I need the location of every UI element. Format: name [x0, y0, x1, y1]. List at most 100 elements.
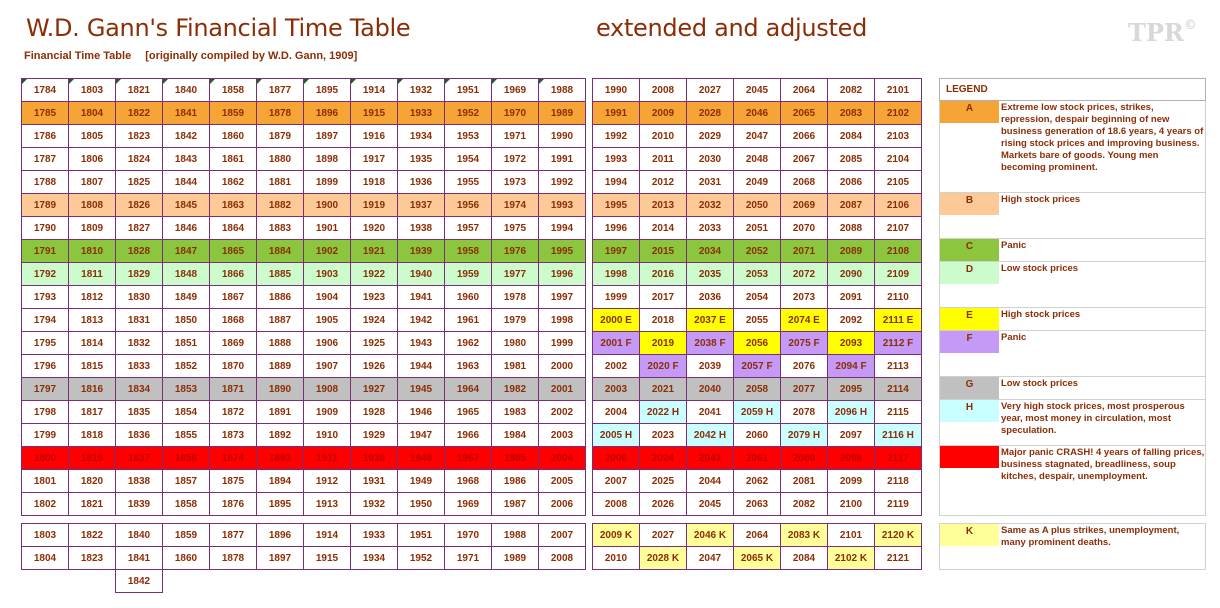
year-cell: 2007: [538, 523, 586, 547]
year-cell: 1992: [592, 124, 640, 148]
year-cell: 1933: [397, 101, 445, 125]
year-cell: 1914: [303, 523, 351, 547]
year-cell: 2036: [686, 285, 734, 309]
year-cell: 1945: [397, 377, 445, 401]
legend-key-crash: [940, 446, 999, 468]
year-cell: 2101: [874, 78, 922, 102]
year-cell: 2026: [639, 492, 687, 516]
legend-text-e: High stock prices: [1001, 309, 1081, 320]
year-cell: 1994: [538, 216, 586, 240]
table-row: 1784 1803 1821 1840 1858 1877 1895 1914 1932 1951…: [21, 78, 586, 102]
year-cell: 1828: [115, 239, 163, 263]
year-cell: 2034: [686, 239, 734, 263]
year-cell: 1943: [397, 331, 445, 355]
year-cell: 1936: [397, 170, 445, 194]
year-cell: 1805: [68, 124, 116, 148]
year-cell: 2012: [639, 170, 687, 194]
year-cell: 1818: [68, 423, 116, 447]
empty-cell: [351, 570, 398, 593]
year-cell: 1970: [444, 523, 492, 547]
table-row: 1792 1811 1829 1848 1866 1885 1903 1922 1940 1959…: [21, 262, 586, 286]
year-cell: 2083 K: [780, 523, 828, 547]
year-cell: 1879: [256, 124, 304, 148]
year-cell: 1993: [538, 193, 586, 217]
year-cell: 1969: [491, 78, 539, 102]
year-cell: 1997: [538, 285, 586, 309]
year-cell: 1926: [350, 354, 398, 378]
year-cell: 1930: [350, 446, 398, 470]
year-cell: 2002: [538, 400, 586, 424]
year-cell: 2079 H: [780, 423, 828, 447]
legend-key-d: D: [940, 262, 999, 284]
year-cell: 2061: [733, 446, 781, 470]
year-cell: 1988: [491, 523, 539, 547]
year-cell: 1946: [397, 400, 445, 424]
year-cell: 1816: [68, 377, 116, 401]
year-cell: 1899: [303, 170, 351, 194]
year-cell: 2009 K: [592, 523, 640, 547]
legend-item-crash: Major panic CRASH! 4 years of falling pr…: [939, 446, 1206, 516]
year-cell: 2104: [874, 147, 922, 171]
year-cell: 1791: [21, 239, 69, 263]
year-cell: 1997: [592, 239, 640, 263]
table-row: 2002 2020 F 2039 2057 F 2076 2094 F 2113: [592, 354, 922, 378]
legend-key-b: B: [940, 193, 999, 215]
year-cell: 1961: [444, 308, 492, 332]
year-cell: 1971: [491, 124, 539, 148]
year-cell: 1891: [256, 400, 304, 424]
year-cell: 1986: [491, 469, 539, 493]
year-cell: 2114: [874, 377, 922, 401]
year-cell: 1821: [115, 78, 163, 102]
legend-item-b: B High stock prices: [939, 193, 1206, 239]
year-cell: 2033: [686, 216, 734, 240]
year-cell: 1822: [68, 523, 116, 547]
legend-item-a: A Extreme low stock prices, strikes, rep…: [939, 101, 1206, 193]
year-cell: 2111 E: [874, 308, 922, 332]
right-bottom-table: 2009 K 2027 2046 K 2064 2083 K 2101 2120 K 2010…: [592, 523, 922, 570]
year-cell: 1795: [21, 331, 69, 355]
empty-cell: [398, 570, 445, 593]
year-cell: 1819: [68, 446, 116, 470]
year-cell: 1954: [444, 147, 492, 171]
table-row: 1994 2012 2031 2049 2068 2086 2105: [592, 170, 922, 194]
year-cell: 1896: [303, 101, 351, 125]
year-cell: 1787: [21, 147, 69, 171]
page-subtitle: extended and adjusted: [596, 14, 868, 42]
year-cell: 2024: [639, 446, 687, 470]
year-cell: 2003: [592, 377, 640, 401]
legend-key-e: E: [940, 308, 999, 330]
year-cell: 1858: [209, 78, 257, 102]
year-cell: 2031: [686, 170, 734, 194]
table-row: 1796 1815 1833 1852 1870 1889 1907 1926 1944 1963…: [21, 354, 586, 378]
year-cell: 2029: [686, 124, 734, 148]
year-cell: 1892: [256, 423, 304, 447]
year-cell: 2037 E: [686, 308, 734, 332]
year-cell: 2086: [827, 170, 875, 194]
year-cell: 1911: [303, 446, 351, 470]
year-cell: 1865: [209, 239, 257, 263]
year-cell: 1797: [21, 377, 69, 401]
year-cell: 1951: [444, 78, 492, 102]
year-cell: 1869: [209, 331, 257, 355]
year-cell: 2080: [780, 446, 828, 470]
year-cell: 1959: [444, 262, 492, 286]
page-title: W.D. Gann's Financial Time Table: [26, 14, 411, 42]
table-row: 1797 1816 1834 1853 1871 1890 1908 1927 1945 1964…: [21, 377, 586, 401]
year-cell: 1810: [68, 239, 116, 263]
year-cell: 1848: [162, 262, 210, 286]
year-cell: 1907: [303, 354, 351, 378]
year-cell: 1803: [21, 523, 69, 547]
year-cell: 2052: [733, 239, 781, 263]
year-cell: 2046: [733, 101, 781, 125]
year-cell: 1965: [444, 400, 492, 424]
year-cell: 2006: [538, 492, 586, 516]
year-cell: 2118: [874, 469, 922, 493]
table-row: 1787 1806 1824 1843 1861 1880 1898 1917 1935 1954…: [21, 147, 586, 171]
year-cell: 2055: [733, 308, 781, 332]
year-cell: 1985: [491, 446, 539, 470]
year-cell: 1884: [256, 239, 304, 263]
caption-right: [originally compiled by W.D. Gann, 1909]: [145, 50, 358, 62]
table-row: 1798 1817 1835 1854 1872 1891 1909 1928 1946 1965…: [21, 400, 586, 424]
legend-text-g: Low stock prices: [1001, 378, 1079, 389]
year-cell: 1957: [444, 216, 492, 240]
